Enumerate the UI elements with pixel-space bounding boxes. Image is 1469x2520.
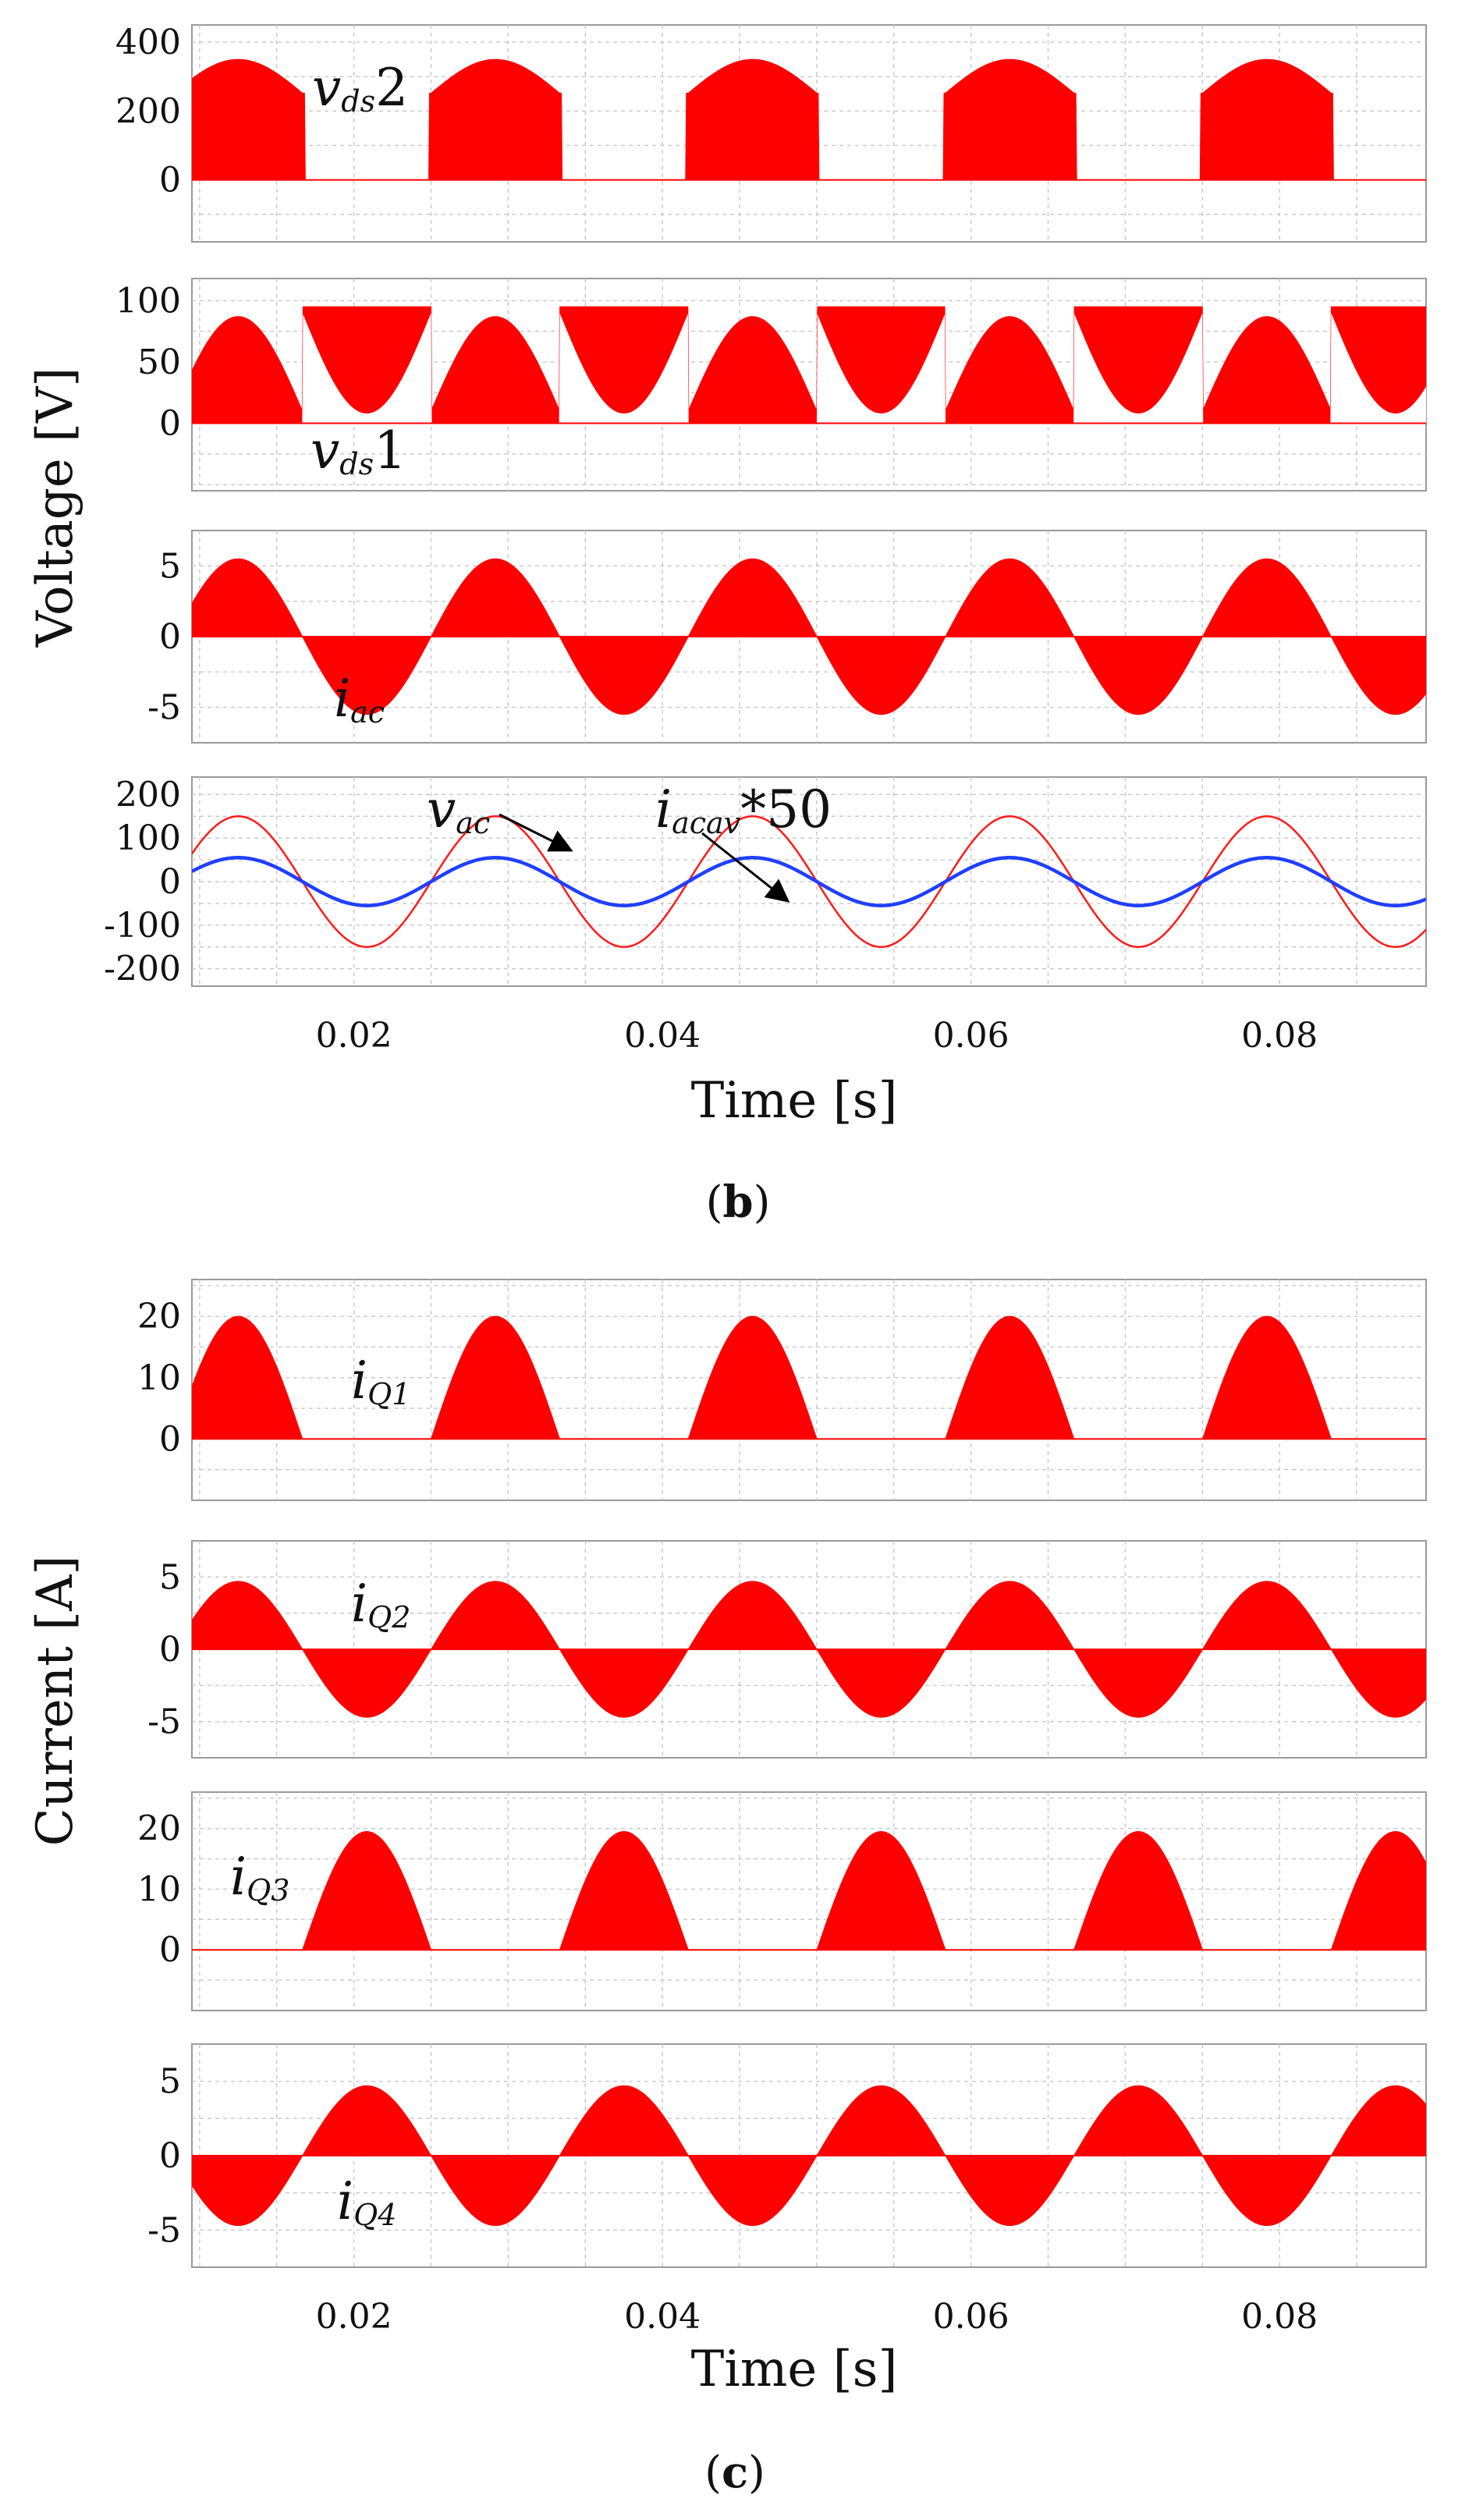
y-tick-label: 10 [137,1358,181,1398]
y-tick-label: 20 [137,1297,181,1336]
trace-label: iQ1 [351,1351,410,1411]
plot-area [192,558,1426,715]
annotation-arrow [499,813,573,852]
panel-iQ2: -5 0 5 iQ2 [147,1540,1427,1759]
trace-label: iac [334,669,385,729]
plot-area [192,59,1426,181]
y-tick-label: 20 [137,1809,181,1849]
trace-label: iacav*50 [655,779,832,840]
series-line-i-acav-50 [192,856,1426,907]
plot-area [192,815,1426,949]
y-tick-label: 0 [159,617,181,657]
panels-group: 0200400vds2050100vds1-505iac-200-1000100… [104,23,1427,2337]
y-tick-label: -5 [147,688,181,728]
y-tick-label: 0 [159,862,181,902]
y-tick-label: 100 [115,818,181,858]
y-tick-label: 0 [159,2136,181,2176]
y-tick-label: 0 [159,161,181,201]
plot-area [192,306,1426,424]
x-tick-label: 0.02 [316,2297,392,2337]
panel-iQ4: -5 0 5 0.02 0.04 0.06 0.08 iQ4 [147,2043,1427,2337]
y-tick-label: 0 [159,1630,181,1670]
x-tick-label: 0.06 [933,1016,1009,1056]
figure-b-caption: (b) [706,1177,771,1228]
x-tick-label: 0.08 [1241,2297,1318,2337]
panel-vds1: 0 50 100 vds1 [115,278,1427,492]
x-tick-label: 0.04 [624,1016,701,1056]
trace-label: iQ4 [337,2171,396,2232]
figure-b-caption-letter: b [722,1177,753,1228]
y-tick-label: 5 [159,1557,181,1597]
y-tick-label: 200 [115,91,181,131]
trace-label: iQ2 [351,1574,410,1634]
y-tick-label: 100 [115,281,181,321]
y-tick-label: 0 [159,1930,181,1970]
plot-area [192,1831,1426,1951]
y-tick-label: 5 [159,546,181,586]
figure-b-xlabel: Time [s] [691,1072,898,1130]
panel-iQ1: 0 10 20 iQ1 [137,1279,1427,1501]
figure-c-ylabel: Current [A] [27,1556,84,1847]
x-tick-label: 0.08 [1241,1016,1318,1056]
y-tick-label: -5 [147,2210,181,2250]
y-tick-label: -5 [147,1702,181,1742]
y-tick-label: -100 [104,906,181,946]
trace-label: vac [427,779,490,840]
series-line-v-ac [192,815,1426,949]
y-tick-label: 10 [137,1869,181,1909]
series-fill-vds1 [192,306,1426,424]
figure-b-ylabel: Voltage [V] [27,367,84,648]
panel-iQ3: 0 10 20 iQ3 [137,1791,1427,2011]
figure-c-caption: (c) [704,2447,765,2498]
plot-area [192,1581,1426,1718]
panel-vds2: 0 200 400 vds2 [115,23,1427,243]
annotation-arrow [701,832,790,903]
vds1-valley [192,313,1426,424]
x-tick-label: 0.06 [933,2297,1009,2337]
y-tick-label: 50 [137,343,181,382]
trace-label: vds1 [310,421,406,481]
x-tick-label: 0.02 [316,1016,392,1056]
trace-label: iQ3 [230,1847,289,1908]
y-tick-label: 400 [115,23,181,62]
panel-iac: -5 0 5 iac [147,530,1427,744]
y-tick-label: -200 [104,949,181,989]
plot-area [192,2085,1426,2227]
y-tick-label: 0 [159,1419,181,1459]
trace-label: vds2 [312,58,408,119]
figure-c-caption-letter: c [722,2447,748,2498]
plot-area [192,1315,1426,1440]
y-tick-label: 5 [159,2062,181,2102]
figure-c-xlabel: Time [s] [691,2341,898,2398]
y-tick-label: 0 [159,404,181,444]
x-tick-label: 0.04 [624,2297,701,2337]
y-tick-label: 200 [115,775,181,815]
